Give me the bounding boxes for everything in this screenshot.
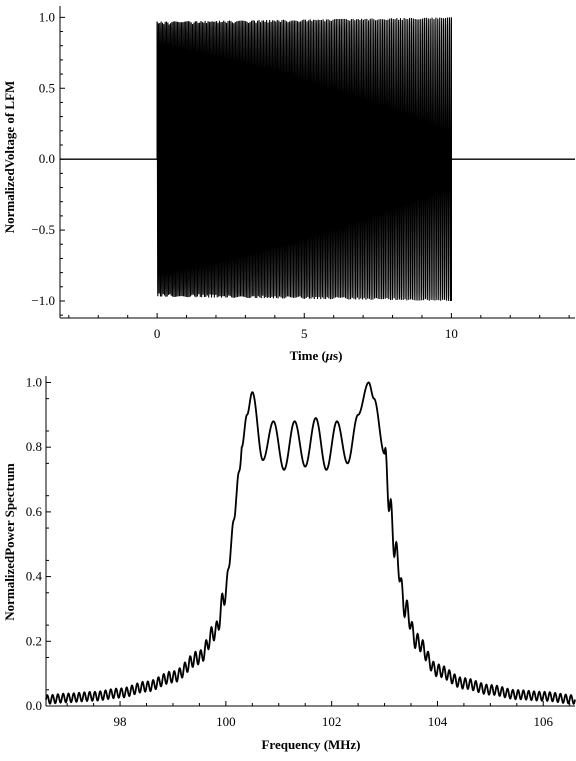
top-x-tick-label: 5 [301,326,308,341]
top-chart-x-ticks: 0 5 10 [68,313,570,341]
bottom-x-tick-label: 106 [534,714,554,729]
bottom-chart-y-axis-title: NormalizedPower Spectrum [2,463,17,621]
bottom-x-tick-label: 98 [114,714,127,729]
bottom-chart-x-axis-title: Frequency (MHz) [261,737,360,752]
top-y-tick-label: 1.0 [39,9,55,24]
top-y-tick-label: 0.0 [39,151,55,166]
top-y-tick-label: −1.0 [31,293,55,308]
bottom-x-tick-label: 100 [216,714,236,729]
top-chart-y-axis-title: NormalizedVoltage of LFM [2,81,17,234]
bottom-y-tick-label: 0.0 [26,698,42,713]
bottom-y-tick-label: 0.6 [26,504,43,519]
bottom-y-tick-label: 0.8 [26,439,42,454]
top-x-tick-label: 10 [445,326,458,341]
bottom-chart-x-ticks: 98 100 102 104 106 [66,701,571,729]
bottom-chart-plot-area [45,381,576,705]
time-domain-chart: −1.0 −0.5 0.0 0.5 1.0 0 5 10 Time (μs) Normali… [2,6,575,363]
bottom-y-tick-label: 1.0 [26,374,42,389]
top-y-tick-label: −0.5 [31,222,55,237]
top-chart-y-ticks: −1.0 −0.5 0.0 0.5 1.0 [31,9,65,316]
top-y-tick-label: 0.5 [39,80,55,95]
bottom-x-tick-label: 104 [428,714,448,729]
spectrum-chart: 0.0 0.2 0.4 0.6 0.8 1.0 98 100 102 104 106 Freque… [2,374,576,752]
bottom-x-tick-label: 102 [322,714,342,729]
top-chart-x-axis-title: Time (μs) [290,348,343,363]
power-spectrum-line [45,381,576,705]
lfm-signal-line [156,17,452,301]
top-chart-plot-area [60,17,575,301]
bottom-y-tick-label: 0.2 [26,633,42,648]
top-x-tick-label: 0 [154,326,161,341]
bottom-y-tick-label: 0.4 [26,569,43,584]
bottom-chart-y-ticks: 0.0 0.2 0.4 0.6 0.8 1.0 [26,374,51,713]
